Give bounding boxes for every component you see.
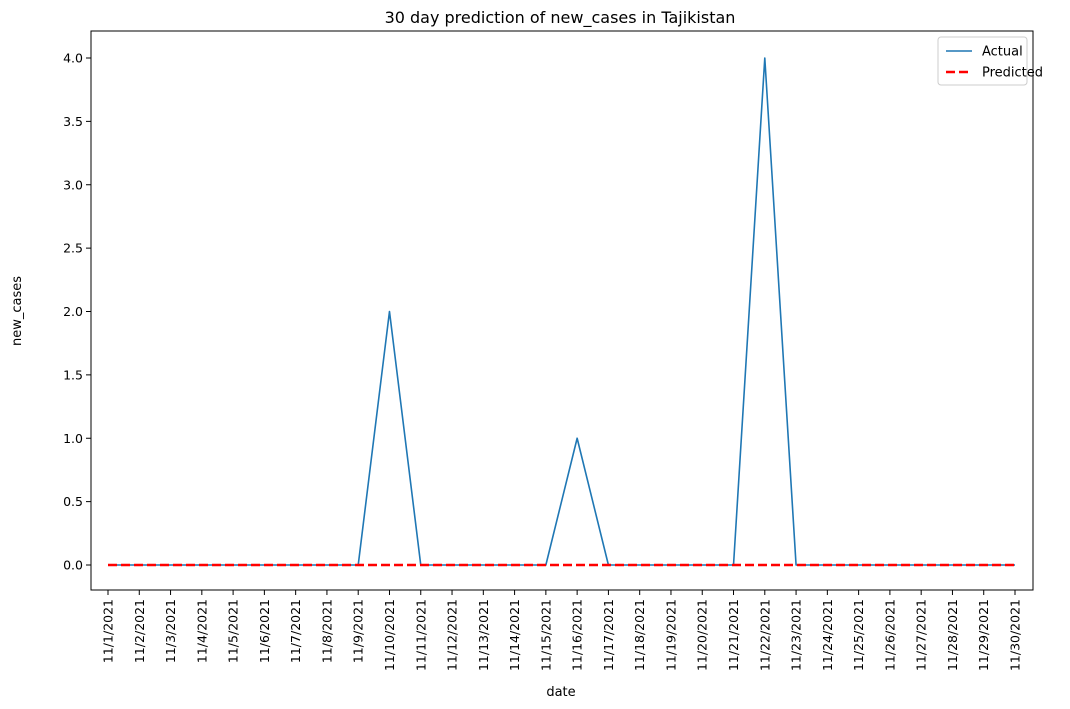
y-tick-label: 1.5 xyxy=(63,367,83,382)
x-tick-label: 11/23/2021 xyxy=(789,599,804,671)
x-tick-label: 11/25/2021 xyxy=(851,599,866,671)
series-layer xyxy=(108,57,1015,567)
x-tick-label: 11/27/2021 xyxy=(914,599,929,671)
x-axis-label: date xyxy=(546,685,575,700)
x-tick-label: 11/29/2021 xyxy=(976,599,991,671)
y-axis-label: new_cases xyxy=(10,276,25,346)
x-tick-label: 11/15/2021 xyxy=(538,599,553,671)
x-tick-label: 11/11/2021 xyxy=(413,599,428,671)
x-tick-label: 11/28/2021 xyxy=(945,599,960,671)
y-tick-label: 1.0 xyxy=(63,431,83,446)
x-tick-label: 11/5/2021 xyxy=(226,599,241,663)
x-tick-label: 11/20/2021 xyxy=(695,599,710,671)
x-tick-label: 11/13/2021 xyxy=(476,599,491,671)
x-tick-label: 11/12/2021 xyxy=(445,599,460,671)
x-tick-label: 11/1/2021 xyxy=(101,599,116,663)
legend-label-actual: Actual xyxy=(982,45,1023,60)
y-tick-label: 0.0 xyxy=(63,558,83,573)
x-tick-label: 11/30/2021 xyxy=(1008,599,1023,671)
y-tick-label: 2.0 xyxy=(63,304,83,319)
y-tick-label: 2.5 xyxy=(63,241,83,256)
y-tick-label: 4.0 xyxy=(63,51,83,66)
x-tick-label: 11/24/2021 xyxy=(820,599,835,671)
x-tick-label: 11/18/2021 xyxy=(632,599,647,671)
x-tick-label: 11/2/2021 xyxy=(132,599,147,663)
x-tick-label: 11/19/2021 xyxy=(663,599,678,671)
x-tick-label: 11/9/2021 xyxy=(351,599,366,663)
x-tick-label: 11/6/2021 xyxy=(257,599,272,663)
x-tick-label: 11/16/2021 xyxy=(570,599,585,671)
series-line-actual xyxy=(108,57,1015,566)
y-tick-label: 3.0 xyxy=(63,177,83,192)
x-tick-label: 11/7/2021 xyxy=(288,599,303,663)
x-tick-label: 11/17/2021 xyxy=(601,599,616,671)
x-tick-label: 11/21/2021 xyxy=(726,599,741,671)
legend: Actual Predicted xyxy=(937,36,1043,86)
x-tick-label: 11/10/2021 xyxy=(382,599,397,671)
plot-area xyxy=(90,30,1034,591)
y-tick-label: 3.5 xyxy=(63,114,83,129)
y-tick-label: 0.5 xyxy=(63,494,83,509)
x-axis: 11/1/2021 11/2/2021 11/3/2021 11/4/2021 11/5… xyxy=(101,590,1023,671)
legend-label-predicted: Predicted xyxy=(982,66,1043,81)
x-tick-label: 11/26/2021 xyxy=(882,599,897,671)
x-tick-label: 11/3/2021 xyxy=(163,599,178,663)
x-tick-label: 11/8/2021 xyxy=(319,599,334,663)
y-axis: 0.0 0.5 1.0 1.5 2.0 2.5 3.0 3.5 4.0 xyxy=(63,51,91,573)
chart-title: 30 day prediction of new_cases in Tajiki… xyxy=(385,8,736,28)
x-tick-label: 11/4/2021 xyxy=(194,599,209,663)
x-tick-label: 11/22/2021 xyxy=(757,599,772,671)
x-tick-label: 11/14/2021 xyxy=(507,599,522,671)
